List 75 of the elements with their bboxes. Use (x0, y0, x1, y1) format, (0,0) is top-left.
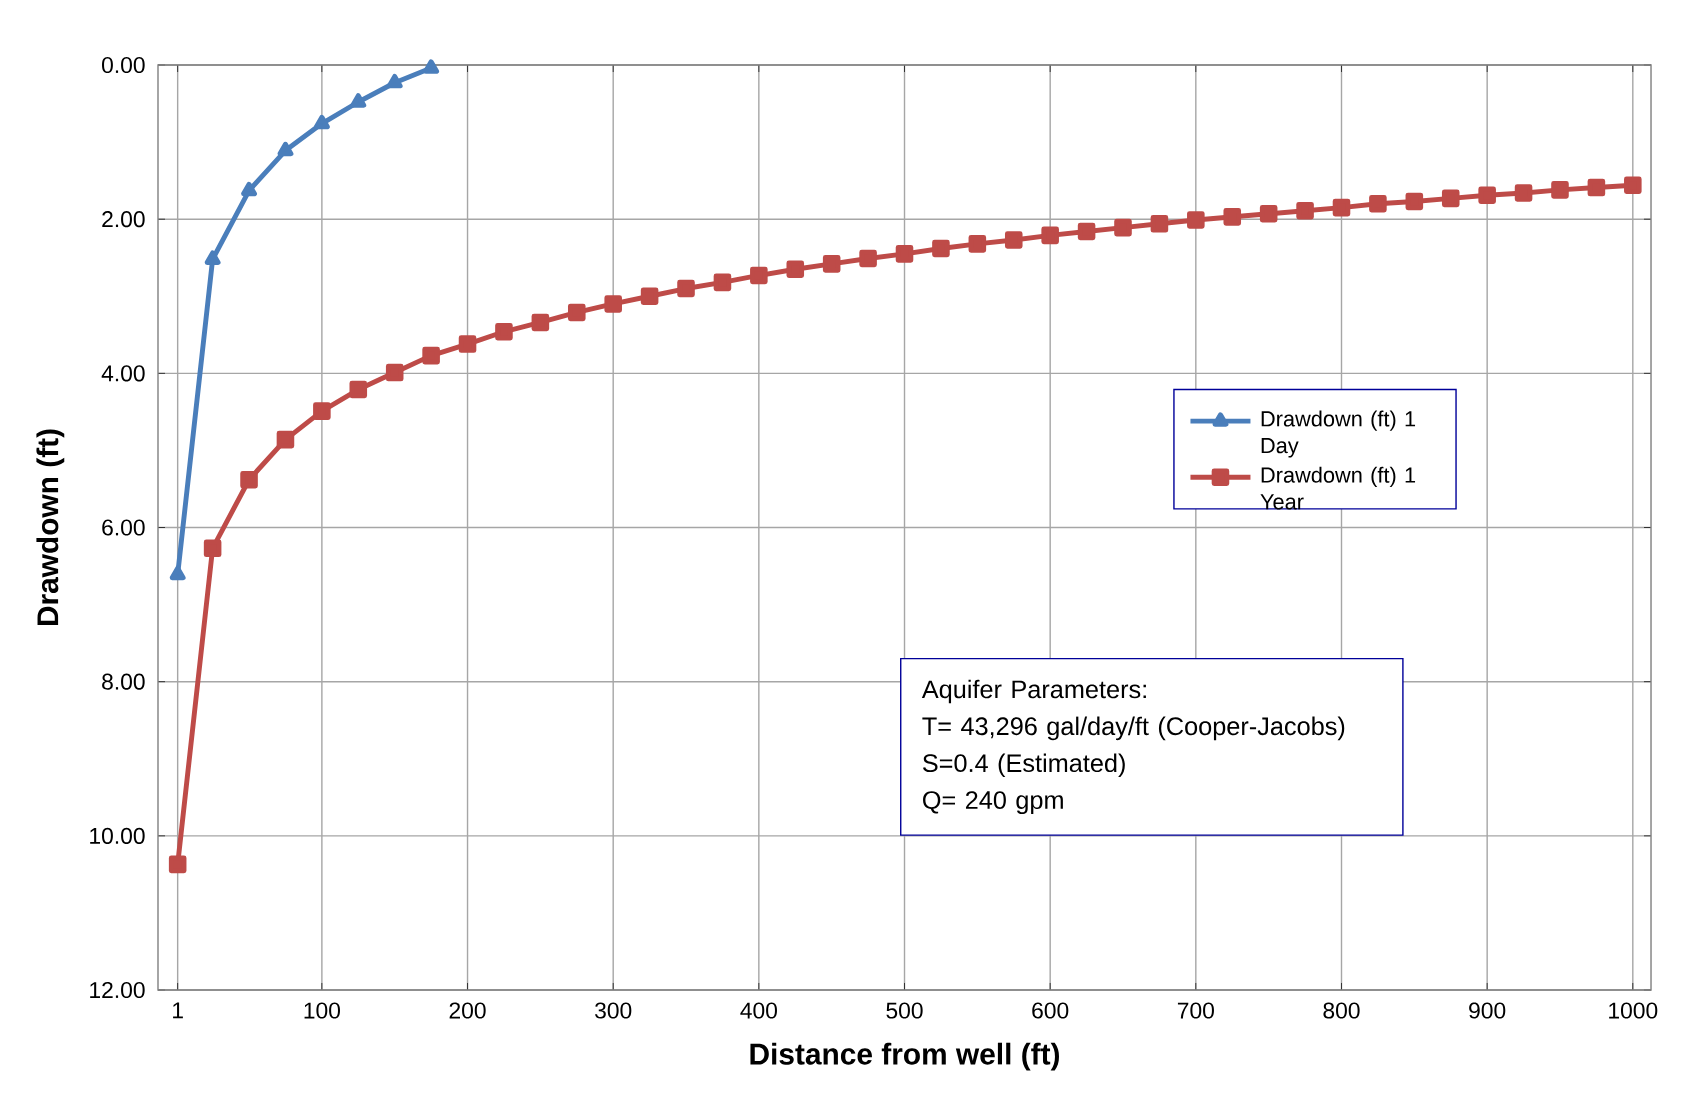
point (531, 313, 550, 332)
point (786, 260, 805, 279)
point (276, 430, 295, 449)
point (1004, 231, 1023, 249)
point (640, 287, 659, 306)
point (169, 565, 186, 581)
point (204, 250, 221, 265)
point (168, 855, 187, 874)
y-tick-label: 2.00 (102, 211, 145, 228)
point (1514, 184, 1533, 202)
legend-label: Drawdown (ft) 1 Day (1261, 410, 1416, 458)
point (422, 346, 440, 365)
x-tick-label: 200 (449, 1002, 486, 1019)
x-tick-label: 300 (595, 1002, 632, 1019)
point (1587, 178, 1606, 197)
point (713, 273, 732, 292)
point (895, 245, 914, 263)
x-tick-label: 700 (1177, 1002, 1214, 1019)
point (1478, 186, 1496, 205)
point (1259, 204, 1278, 223)
point (1077, 222, 1096, 241)
point (385, 363, 404, 382)
point (240, 470, 258, 489)
x-axis-title: Distance from well (ft) (750, 1042, 1059, 1071)
point (750, 266, 768, 285)
point (1223, 208, 1242, 226)
point (567, 303, 586, 322)
x-tick-label: 100 (304, 1002, 341, 1019)
x-tick-label: 600 (1032, 1002, 1069, 1019)
annotation: Q= 240 gpm (923, 791, 1063, 815)
y-tick-label: 12.00 (90, 981, 145, 999)
point (313, 114, 330, 130)
point (1296, 201, 1314, 220)
point (203, 539, 222, 558)
y-tick-label: 0.00 (102, 56, 145, 74)
y-axis-title: Drawdown (ft) (36, 429, 65, 626)
legend-label: Drawdown (ft) 1 Year (1260, 466, 1416, 510)
point (277, 141, 294, 157)
point (1441, 189, 1460, 208)
point (1041, 226, 1059, 245)
point (1332, 198, 1351, 217)
point (1624, 176, 1642, 195)
annotation: T= 43,296 gal/day/ft (Cooper-Jacobs) (922, 716, 1345, 741)
point (241, 181, 257, 197)
point (1114, 218, 1132, 237)
point (1187, 211, 1205, 229)
point (313, 402, 331, 420)
point (349, 380, 368, 399)
x-tick-label: 900 (1469, 1002, 1506, 1019)
x-tick-label: 400 (740, 1002, 777, 1019)
point (423, 59, 440, 74)
point (1405, 192, 1424, 211)
y-tick-label: 6.00 (102, 519, 145, 536)
point (604, 295, 622, 313)
point (495, 322, 513, 341)
point (859, 249, 877, 268)
annotation: S=0.4 (Estimated) (922, 753, 1125, 778)
point (1369, 194, 1387, 213)
point (932, 239, 950, 258)
x-tick-label: 500 (886, 1002, 923, 1019)
annotation: Aquifer Parameters: (921, 679, 1146, 704)
y-tick-label: 4.00 (101, 365, 145, 382)
x-tick-label: 1 (173, 1002, 183, 1019)
point (677, 279, 695, 298)
point (386, 73, 403, 89)
y-tick-label: 8.00 (102, 673, 145, 690)
point (1551, 181, 1569, 199)
point (968, 235, 987, 253)
point (458, 335, 477, 353)
x-tick-label: 1000 (1609, 1002, 1658, 1019)
x-tick-label: 800 (1323, 1002, 1360, 1019)
point (1150, 215, 1169, 233)
point (350, 93, 367, 108)
point (822, 255, 841, 273)
y-tick-label: 10.00 (90, 827, 145, 844)
